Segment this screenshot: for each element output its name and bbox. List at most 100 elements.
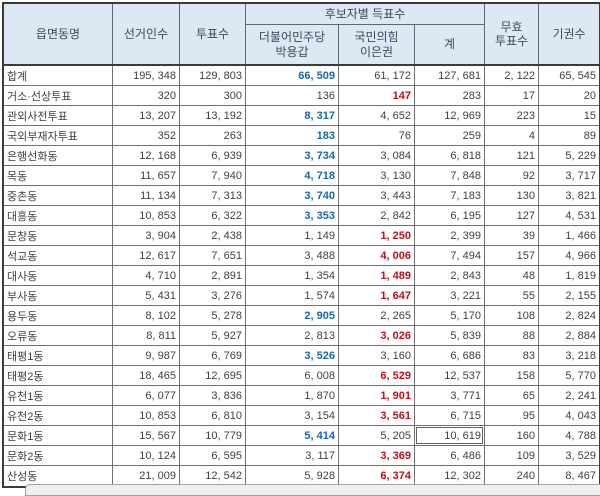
cell-electors[interactable]: 5, 431: [113, 286, 180, 306]
cell-invalid[interactable]: 158: [485, 366, 539, 386]
cell-abstentions[interactable]: 3, 717: [539, 166, 599, 186]
cell-district[interactable]: 문화2동: [4, 446, 113, 466]
cell-votes[interactable]: 3, 276: [180, 286, 246, 306]
cell-candidate2[interactable]: 3, 369: [339, 446, 415, 466]
cell-district[interactable]: 오류동: [4, 326, 113, 346]
cell-invalid[interactable]: 48: [485, 266, 539, 286]
header-candidate-group[interactable]: 후보자별 득표수: [246, 4, 485, 25]
cell-district[interactable]: 합계: [4, 66, 113, 86]
header-sum[interactable]: 계: [415, 25, 485, 64]
cell-district[interactable]: 목동: [4, 166, 113, 186]
cell-votes[interactable]: 6, 595: [180, 446, 246, 466]
cell-candidate1[interactable]: 2, 905: [246, 306, 339, 326]
cell-electors[interactable]: 10, 853: [113, 206, 180, 226]
header-candidate2[interactable]: 국민의힘 이은권: [339, 25, 415, 64]
cell-candidate1[interactable]: 1, 149: [246, 226, 339, 246]
cell-district[interactable]: 대사동: [4, 266, 113, 286]
cell-sum[interactable]: 5, 839: [415, 326, 485, 346]
cell-abstentions[interactable]: 2, 241: [539, 386, 599, 406]
cell-sum[interactable]: 2, 843: [415, 266, 485, 286]
cell-votes[interactable]: 3, 836: [180, 386, 246, 406]
cell-district[interactable]: 은행선화동: [4, 146, 113, 166]
cell-district[interactable]: 관외사전투표: [4, 106, 113, 126]
cell-electors[interactable]: 15, 567: [113, 426, 180, 446]
cell-candidate2[interactable]: 3, 561: [339, 406, 415, 426]
cell-abstentions[interactable]: 4, 531: [539, 206, 599, 226]
cell-electors[interactable]: 320: [113, 86, 180, 106]
cell-invalid[interactable]: 127: [485, 206, 539, 226]
cell-candidate1[interactable]: 6, 008: [246, 366, 339, 386]
cell-candidate1[interactable]: 66, 509: [246, 66, 339, 86]
cell-candidate2[interactable]: 3, 443: [339, 186, 415, 206]
cell-abstentions[interactable]: 20: [539, 86, 599, 106]
cell-sum[interactable]: 5, 170: [415, 306, 485, 326]
cell-invalid[interactable]: 240: [485, 466, 539, 486]
cell-candidate1[interactable]: 3, 740: [246, 186, 339, 206]
cell-abstentions[interactable]: 3, 529: [539, 446, 599, 466]
cell-district[interactable]: 용두동: [4, 306, 113, 326]
cell-votes[interactable]: 7, 940: [180, 166, 246, 186]
cell-electors[interactable]: 6, 077: [113, 386, 180, 406]
cell-votes[interactable]: 2, 891: [180, 266, 246, 286]
cell-candidate2[interactable]: 147: [339, 86, 415, 106]
cell-candidate1[interactable]: 3, 154: [246, 406, 339, 426]
cell-district[interactable]: 부사동: [4, 286, 113, 306]
cell-abstentions[interactable]: 3, 821: [539, 186, 599, 206]
cell-sum[interactable]: 2, 399: [415, 226, 485, 246]
cell-district[interactable]: 석교동: [4, 246, 113, 266]
cell-abstentions[interactable]: 89: [539, 126, 599, 146]
cell-candidate2[interactable]: 6, 529: [339, 366, 415, 386]
cell-sum[interactable]: 283: [415, 86, 485, 106]
cell-electors[interactable]: 10, 124: [113, 446, 180, 466]
cell-invalid[interactable]: 39: [485, 226, 539, 246]
cell-electors[interactable]: 9, 987: [113, 346, 180, 366]
cell-candidate1[interactable]: 5, 414: [246, 426, 339, 446]
cell-invalid[interactable]: 121: [485, 146, 539, 166]
cell-electors[interactable]: 8, 102: [113, 306, 180, 326]
cell-candidate2[interactable]: 6, 374: [339, 466, 415, 486]
cell-electors[interactable]: 11, 657: [113, 166, 180, 186]
cell-votes[interactable]: 6, 322: [180, 206, 246, 226]
cell-sum[interactable]: 10, 619: [415, 426, 485, 446]
cell-votes[interactable]: 13, 192: [180, 106, 246, 126]
cell-invalid[interactable]: 95: [485, 406, 539, 426]
cell-invalid[interactable]: 4: [485, 126, 539, 146]
cell-candidate1[interactable]: 8, 317: [246, 106, 339, 126]
cell-votes[interactable]: 2, 438: [180, 226, 246, 246]
cell-sum[interactable]: 259: [415, 126, 485, 146]
cell-abstentions[interactable]: 8, 467: [565, 470, 596, 482]
cell-votes[interactable]: 6, 810: [180, 406, 246, 426]
cell-invalid[interactable]: 88: [485, 326, 539, 346]
cell-district[interactable]: 대흥동: [4, 206, 113, 226]
cell-sum[interactable]: 6, 715: [415, 406, 485, 426]
cell-invalid[interactable]: 160: [485, 426, 539, 446]
cell-votes[interactable]: 12, 695: [180, 366, 246, 386]
cell-district[interactable]: 국외부재자투표: [4, 126, 113, 146]
cell-candidate1[interactable]: 1, 574: [246, 286, 339, 306]
cell-votes[interactable]: 300: [180, 86, 246, 106]
cell-invalid[interactable]: 55: [485, 286, 539, 306]
cell-candidate2[interactable]: 2, 265: [339, 306, 415, 326]
cell-candidate2[interactable]: 1, 489: [339, 266, 415, 286]
cell-sum[interactable]: 6, 486: [415, 446, 485, 466]
cell-electors[interactable]: 11, 134: [113, 186, 180, 206]
cell-district[interactable]: 중촌동: [4, 186, 113, 206]
cell-district[interactable]: 태평1동: [4, 346, 113, 366]
cell-invalid[interactable]: 65: [485, 386, 539, 406]
cell-votes[interactable]: 10, 779: [180, 426, 246, 446]
cell-candidate1[interactable]: 136: [246, 86, 339, 106]
cell-candidate2[interactable]: 3, 160: [339, 346, 415, 366]
cell-abstentions[interactable]: 4, 966: [539, 246, 599, 266]
header-invalid[interactable]: 무효 투표수: [485, 4, 539, 64]
cell-abstentions[interactable]: 1, 819: [539, 266, 599, 286]
cell-candidate1[interactable]: 1, 870: [246, 386, 339, 406]
cell-electors[interactable]: 13, 207: [113, 106, 180, 126]
cell-sum[interactable]: 6, 195: [415, 206, 485, 226]
cell-candidate1[interactable]: 183: [246, 126, 339, 146]
cell-invalid[interactable]: 2, 122: [485, 66, 539, 86]
cell-candidate2[interactable]: 61, 172: [339, 66, 415, 86]
cell-candidate1[interactable]: 2, 813: [246, 326, 339, 346]
cell-votes[interactable]: 6, 939: [180, 146, 246, 166]
header-candidate1[interactable]: 더불어민주당 박용갑: [246, 25, 339, 64]
cell-district[interactable]: 문창동: [4, 226, 113, 246]
